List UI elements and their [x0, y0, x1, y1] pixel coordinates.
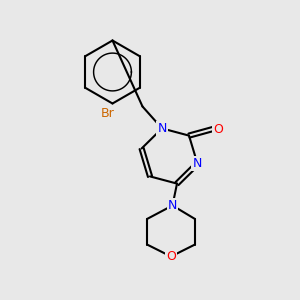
Text: N: N [193, 157, 202, 170]
Text: Br: Br [101, 106, 115, 120]
Text: N: N [168, 199, 177, 212]
Text: O: O [166, 250, 176, 263]
Text: N: N [157, 122, 167, 135]
Text: O: O [214, 122, 223, 136]
